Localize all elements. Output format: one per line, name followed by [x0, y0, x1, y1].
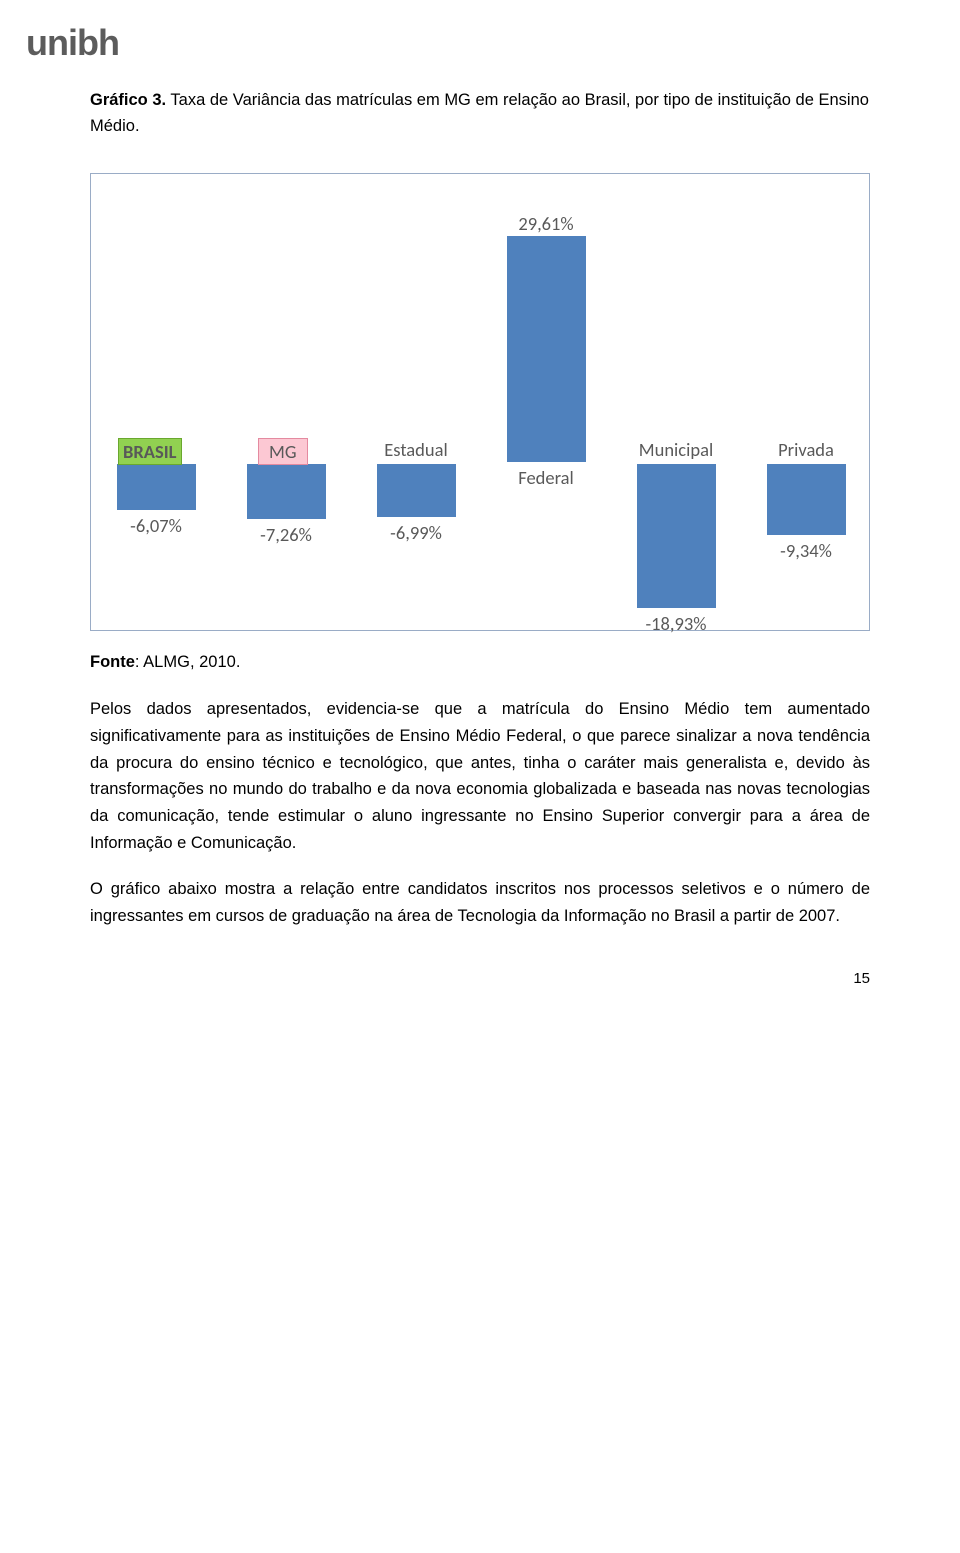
page-content: Gráfico 3. Taxa de Variância das matrícu… [0, 0, 960, 1027]
value-label-privada: -9,34% [756, 539, 856, 562]
bar-privada [767, 464, 846, 535]
caption-text: Taxa de Variância das matrículas em MG e… [90, 91, 869, 135]
category-label-brasil: BRASIL [118, 438, 182, 465]
bar-municipal [637, 464, 716, 608]
caption-label: Gráfico 3. [90, 91, 166, 109]
figure-source: Fonte: ALMG, 2010. [90, 653, 870, 672]
category-label-estadual: Estadual [361, 438, 471, 461]
category-label-federal: Federal [491, 466, 601, 489]
bar-estadual [377, 464, 456, 517]
page-number: 15 [90, 970, 870, 987]
bar-chart: BRASIL -6,07% MG -7,26% Estadual -6,99% Federa… [90, 173, 870, 631]
category-label-municipal: Municipal [621, 438, 731, 461]
value-label-federal: 29,61% [496, 212, 596, 235]
bar-mg [247, 464, 326, 519]
source-label: Fonte [90, 653, 135, 671]
category-label-mg: MG [258, 438, 308, 465]
bar-brasil [117, 464, 196, 510]
value-label-estadual: -6,99% [366, 521, 466, 544]
figure-caption: Gráfico 3. Taxa de Variância das matrícu… [90, 88, 870, 139]
value-label-municipal: -18,93% [626, 612, 726, 635]
value-label-brasil: -6,07% [106, 514, 206, 537]
category-label-privada: Privada [751, 438, 861, 461]
paragraph-2: O gráfico abaixo mostra a relação entre … [90, 876, 870, 929]
bar-federal [507, 236, 586, 462]
paragraph-1: Pelos dados apresentados, evidencia-se q… [90, 696, 870, 856]
logo: unibh [26, 22, 119, 64]
value-label-mg: -7,26% [236, 523, 336, 546]
source-text: : ALMG, 2010. [135, 653, 240, 671]
